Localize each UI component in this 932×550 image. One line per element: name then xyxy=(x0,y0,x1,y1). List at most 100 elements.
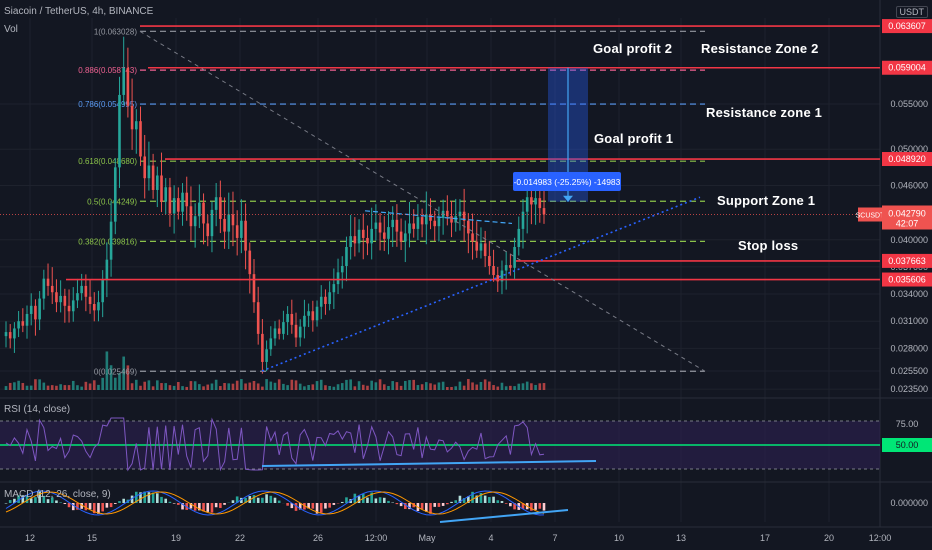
volume-bar xyxy=(286,385,289,390)
measure-label-box xyxy=(513,172,621,191)
measure-label: -0.014983 (-25.25%) -14983 xyxy=(514,177,621,187)
candle-body xyxy=(324,296,327,305)
candle-body xyxy=(492,266,495,276)
candle-body xyxy=(147,165,151,179)
macd-histogram-bar xyxy=(13,498,16,503)
macd-histogram-bar xyxy=(467,496,470,503)
volume-bar xyxy=(76,385,79,390)
candle-body xyxy=(374,222,378,229)
volume-bar xyxy=(315,381,319,390)
candle-body xyxy=(160,175,163,202)
volume-bar xyxy=(231,383,235,390)
macd-histogram-bar xyxy=(399,503,403,507)
volume-bar xyxy=(88,383,92,390)
fib-level-label: 0.5(0.044249) xyxy=(87,197,137,206)
macd-histogram-bar xyxy=(315,503,319,514)
price-tick-label: 0.050000 xyxy=(890,144,928,154)
macd-histogram-bar xyxy=(446,503,449,505)
volume-bar xyxy=(38,379,41,390)
candle-body xyxy=(458,211,462,217)
macd-histogram-bar xyxy=(462,498,466,503)
volume-bar xyxy=(235,380,239,390)
annotation-resistance-zone-2: Resistance Zone 2 xyxy=(701,41,819,56)
volume-bar xyxy=(193,381,197,390)
volume-bar xyxy=(307,384,310,390)
volume-bar xyxy=(210,383,214,390)
candle-body xyxy=(307,311,310,316)
volume-bar xyxy=(332,386,336,390)
macd-histogram-bar xyxy=(488,497,491,503)
macd-histogram-bar xyxy=(433,503,437,507)
volume-bar xyxy=(265,379,268,390)
volume-bar xyxy=(164,383,168,390)
macd-label[interactable]: MACD (12, 26, close, 9) xyxy=(4,489,111,500)
volume-bar xyxy=(513,386,516,390)
macd-histogram-bar xyxy=(378,497,382,503)
volume-bar xyxy=(122,356,125,390)
macd-divergence-line xyxy=(439,509,569,523)
candle-body xyxy=(193,216,197,227)
macd-histogram-bar xyxy=(265,494,268,503)
macd-histogram-bar xyxy=(97,503,100,514)
candle-body xyxy=(269,338,273,350)
volume-bar xyxy=(399,385,403,390)
candle-body xyxy=(450,216,453,223)
symbol-badge xyxy=(858,207,882,222)
candle-body xyxy=(59,295,62,303)
candle-body xyxy=(429,214,432,221)
macd-pane: 0.000000 xyxy=(4,490,928,523)
volume-bar xyxy=(525,381,529,390)
macd-histogram-bar xyxy=(231,500,235,503)
candle-body xyxy=(84,285,88,297)
candle-body xyxy=(113,167,117,222)
macd-histogram-bar xyxy=(181,503,184,510)
volume-bar xyxy=(366,385,369,390)
volume-label[interactable]: Vol xyxy=(4,24,18,35)
volume-bar xyxy=(416,385,420,390)
volume-bar xyxy=(336,384,340,390)
macd-histogram-bar xyxy=(256,497,260,503)
macd-histogram-bar xyxy=(63,503,67,505)
symbol-badge-label: SCUSDT xyxy=(856,212,886,219)
macd-tick-label: 0.000000 xyxy=(890,498,928,508)
fib-level-label: 0.786(0.054995) xyxy=(78,100,137,109)
volume-bar xyxy=(134,379,138,390)
macd-histogram-bar xyxy=(34,497,37,503)
candle-body xyxy=(122,67,125,95)
fib-level-label: 0.618(0.048680) xyxy=(78,157,137,166)
candle-body xyxy=(349,236,352,247)
candle-body xyxy=(227,214,231,232)
volume-bar xyxy=(433,384,437,390)
candle-body xyxy=(286,313,289,323)
candle-body xyxy=(441,210,445,219)
candle-body xyxy=(488,256,491,266)
volume-bar xyxy=(50,385,54,390)
volume-bar xyxy=(340,383,344,390)
candle-body xyxy=(118,94,121,168)
macd-histogram-bar xyxy=(269,495,273,503)
drawings[interactable]: -0.014983 (-25.25%) -14983 xyxy=(0,25,880,372)
volume-bar xyxy=(378,379,382,390)
candle-body xyxy=(130,105,134,130)
volume-bar xyxy=(303,386,306,390)
candle-body xyxy=(134,121,138,130)
candle-body xyxy=(509,265,512,268)
macd-histogram-bar xyxy=(261,497,264,503)
candle-body xyxy=(399,231,403,242)
volume-bar xyxy=(282,383,285,390)
volume-bar xyxy=(105,351,109,390)
rsi-label[interactable]: RSI (14, close) xyxy=(4,404,71,415)
currency-badge[interactable]: USDT xyxy=(895,6,928,18)
volume-bar xyxy=(298,383,302,390)
time-tick-label: 12 xyxy=(25,533,35,543)
macd-histogram-bar xyxy=(59,502,62,503)
candle-body xyxy=(534,198,537,205)
volume-bar xyxy=(113,377,117,390)
macd-histogram-bar xyxy=(240,497,243,503)
volume-bar xyxy=(349,379,352,390)
price-marker-label: 0.063607 xyxy=(888,21,926,31)
price-tick-label: 0.055000 xyxy=(890,99,928,109)
axes: 0.023500 0.025500 0.028000 0.031000 0.034000… xyxy=(25,19,932,543)
symbol-title[interactable]: Siacoin / TetherUS, 4h, BINANCE xyxy=(4,6,154,17)
